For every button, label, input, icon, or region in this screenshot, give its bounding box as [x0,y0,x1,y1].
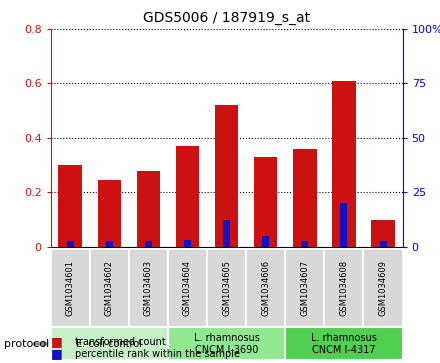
Text: GSM1034605: GSM1034605 [222,260,231,316]
Text: GSM1034606: GSM1034606 [261,260,270,316]
Bar [285,249,324,327]
Bar [129,249,168,327]
Text: GSM1034602: GSM1034602 [105,260,114,316]
Bar [90,249,129,327]
Text: L. rhamnosus
CNCM I-4317: L. rhamnosus CNCM I-4317 [311,333,377,355]
Text: E. coli control: E. coli control [76,339,142,349]
Text: GSM1034603: GSM1034603 [144,260,153,316]
Bar [106,241,113,247]
Bar [176,146,199,247]
Title: GDS5006 / 187919_s_at: GDS5006 / 187919_s_at [143,11,310,25]
Bar [246,249,285,327]
Text: GSM1034607: GSM1034607 [301,260,309,316]
Text: L. rhamnosus
CNCM I-3690: L. rhamnosus CNCM I-3690 [194,333,260,355]
Bar [51,249,90,327]
Bar [59,165,82,247]
Bar [341,203,348,247]
Text: GSM1034601: GSM1034601 [66,260,75,316]
Bar [324,249,363,327]
Bar [207,249,246,327]
Bar [66,241,73,247]
Bar [332,81,356,247]
Bar [363,249,403,327]
Bar [254,157,278,247]
Text: GSM1034608: GSM1034608 [339,260,348,316]
Bar [168,327,285,360]
Bar [293,149,316,247]
Bar [168,249,207,327]
Bar [262,236,269,247]
Text: transformed count: transformed count [75,337,165,347]
Text: GSM1034609: GSM1034609 [378,260,388,316]
Text: protocol: protocol [4,339,50,349]
Bar [301,241,308,247]
Bar [137,171,160,247]
Bar [285,327,403,360]
Bar [223,220,230,247]
Bar [184,240,191,247]
Bar [215,105,238,247]
Bar [371,220,395,247]
Text: ■: ■ [51,335,62,348]
Text: ■: ■ [51,347,62,360]
Bar [98,180,121,247]
Bar [51,327,168,360]
Text: GSM1034604: GSM1034604 [183,260,192,316]
Bar [145,241,152,247]
Bar [380,241,387,247]
Text: percentile rank within the sample: percentile rank within the sample [75,349,240,359]
